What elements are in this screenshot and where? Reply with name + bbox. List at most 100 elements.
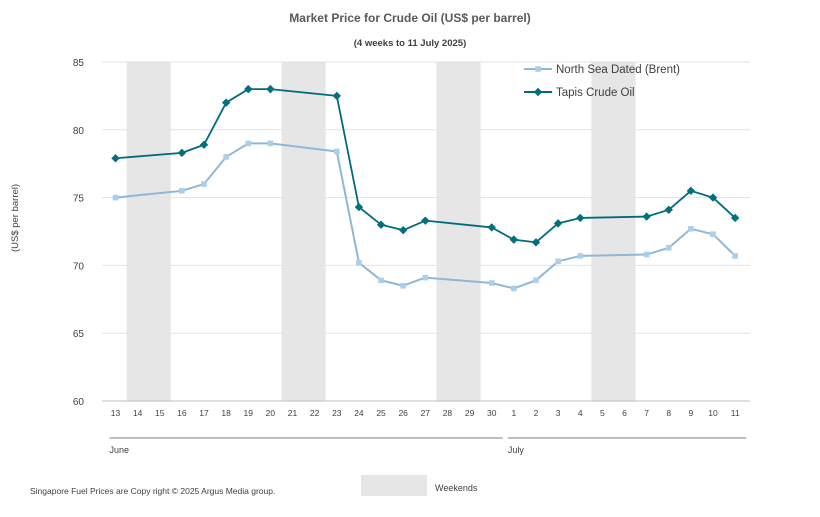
- data-point: [708, 193, 718, 202]
- y-tick-label: 75: [73, 194, 85, 205]
- x-tick-label: 18: [221, 408, 231, 418]
- x-tick-label: 27: [421, 408, 431, 418]
- data-point: [245, 140, 252, 147]
- data-point: [266, 84, 275, 94]
- weekend-band: [281, 62, 326, 401]
- x-tick-label: 2: [534, 408, 539, 418]
- data-point: [354, 202, 364, 212]
- data-point: [221, 98, 231, 107]
- data-point: [488, 280, 495, 286]
- data-point: [422, 274, 429, 281]
- x-tick-label: 21: [288, 408, 298, 418]
- x-tick-label: 4: [578, 408, 583, 418]
- x-tick-label: 3: [556, 408, 561, 418]
- data-point: [555, 258, 561, 265]
- data-point: [398, 225, 408, 235]
- data-point: [664, 205, 673, 215]
- legend-entry: Tapis Crude Oil: [524, 87, 635, 99]
- data-point: [686, 186, 696, 196]
- x-tick-label: 5: [600, 408, 605, 418]
- y-axis-label: (US$ per barrel): [10, 184, 21, 252]
- data-point: [553, 219, 563, 228]
- data-point: [533, 277, 539, 284]
- legend-marker: [535, 66, 541, 72]
- data-point: [400, 282, 406, 289]
- data-point: [177, 148, 187, 158]
- data-point: [511, 285, 517, 292]
- data-point: [730, 213, 740, 223]
- weekend-bands: [126, 62, 636, 401]
- y-tick-label: 85: [73, 58, 85, 69]
- data-point: [332, 91, 341, 101]
- x-tick-label: 1: [511, 408, 516, 418]
- month-label: July: [508, 445, 525, 455]
- x-tick-label: 30: [487, 408, 497, 418]
- month-label: June: [110, 445, 130, 455]
- x-tick-label: 10: [708, 408, 718, 418]
- x-tick-label: 14: [133, 408, 143, 418]
- weekend-band: [126, 62, 171, 401]
- data-point: [642, 212, 651, 221]
- data-point: [577, 253, 584, 259]
- x-tick-label: 11: [731, 408, 740, 418]
- weekend-legend-swatch: [361, 475, 427, 496]
- x-tick-label: 15: [155, 408, 165, 418]
- x-tick-label: 9: [689, 408, 694, 418]
- x-axis: 13 14 15 16 17 18 19 20 21 22 23 24 25 26 27 28 29 30 1 2 3 4…: [109, 408, 747, 455]
- y-tick-label: 65: [73, 329, 85, 340]
- data-point: [334, 148, 340, 155]
- series-brent: [112, 140, 738, 292]
- data-point: [201, 181, 207, 187]
- data-point: [244, 84, 253, 94]
- copyright-notice: Singapore Fuel Prices are Copy right © 2…: [30, 486, 275, 496]
- legend: North Sea Dated (Brent) Tapis Crude Oil: [524, 64, 680, 99]
- legend-entry: North Sea Dated (Brent): [524, 64, 680, 76]
- y-tick-label: 60: [73, 397, 85, 408]
- x-tick-label: 23: [332, 408, 342, 418]
- data-point: [179, 188, 185, 194]
- x-tick-label: 8: [666, 408, 671, 418]
- series-layer: [111, 84, 740, 292]
- data-point: [487, 223, 496, 232]
- x-tick-label: 29: [465, 408, 475, 418]
- gridlines: [102, 61, 750, 402]
- data-point: [665, 244, 672, 251]
- data-point: [576, 213, 585, 223]
- x-tick-label: 22: [310, 408, 320, 418]
- x-tick-label: 7: [644, 408, 649, 418]
- data-point: [643, 251, 650, 258]
- x-tick-label: 26: [398, 408, 408, 418]
- y-tick-label: 80: [73, 126, 85, 137]
- data-point: [531, 238, 541, 247]
- chart-subtitle: (4 weeks to 11 July 2025): [354, 38, 466, 49]
- data-point: [267, 140, 274, 147]
- x-tick-label: 28: [443, 408, 453, 418]
- x-tick-label: 6: [622, 408, 627, 418]
- x-tick-label: 16: [177, 408, 187, 418]
- x-tick-label: 13: [111, 408, 121, 418]
- data-point: [688, 225, 694, 232]
- data-point: [378, 277, 384, 284]
- legend-label: North Sea Dated (Brent): [556, 64, 680, 76]
- x-tick-label: 17: [199, 408, 209, 418]
- y-axis: 60 65 70 75 80 85: [73, 58, 85, 408]
- data-point: [199, 140, 209, 149]
- x-tick-label: 20: [266, 408, 276, 418]
- data-point: [223, 154, 229, 160]
- legend-label: Tapis Crude Oil: [556, 87, 635, 99]
- legend-marker: [533, 87, 543, 97]
- chart-title: Market Price for Crude Oil (US$ per barr…: [289, 11, 530, 25]
- data-point: [356, 259, 362, 266]
- weekend-band: [591, 62, 636, 401]
- data-point: [111, 154, 120, 163]
- y-tick-label: 70: [73, 261, 85, 272]
- data-point: [421, 216, 430, 225]
- data-point: [112, 194, 119, 201]
- x-tick-label: 24: [354, 408, 364, 418]
- x-tick-label: 25: [376, 408, 386, 418]
- series-tapis: [111, 84, 740, 247]
- data-point: [732, 253, 738, 259]
